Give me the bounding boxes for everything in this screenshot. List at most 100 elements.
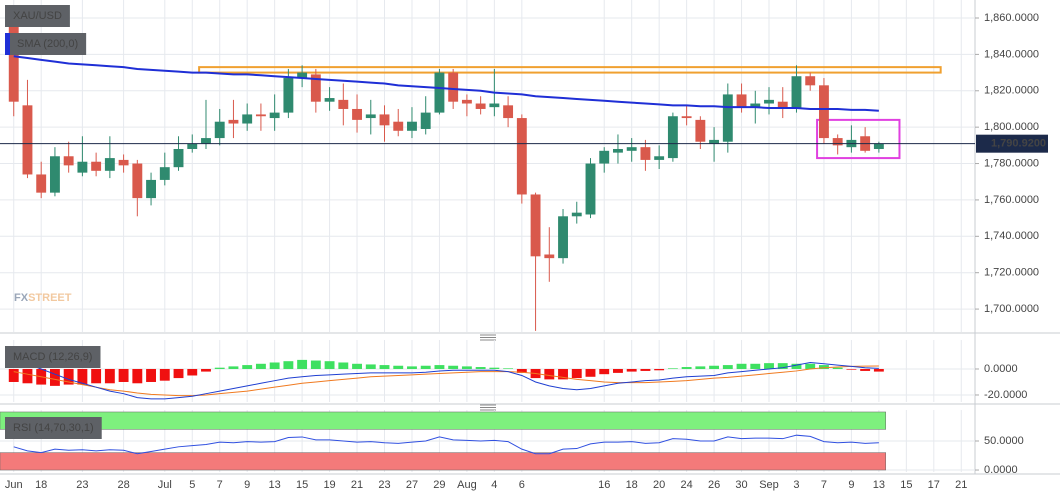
legend-label: SMA (200,0) — [17, 38, 78, 50]
histogram-bar — [626, 368, 637, 372]
legend-swatch — [5, 33, 10, 55]
candle-body — [544, 254, 555, 259]
histogram-bar — [118, 368, 129, 382]
histogram-bar — [214, 367, 225, 369]
histogram-bar — [63, 368, 74, 385]
x-tick-label: 23 — [76, 479, 88, 491]
y-tick-label: 0.0000 — [984, 464, 1018, 476]
sma-line — [13, 55, 879, 112]
candle-body — [214, 121, 225, 139]
x-tick-label: 5 — [189, 479, 195, 491]
legend-box — [5, 5, 70, 27]
resize-handle[interactable] — [480, 334, 496, 341]
histogram-bar — [407, 366, 417, 369]
zone — [198, 66, 942, 74]
histogram-bar — [764, 363, 774, 369]
histogram-bar — [324, 361, 335, 369]
x-tick-label: 26 — [708, 479, 720, 491]
x-tick-label: 27 — [406, 479, 418, 491]
candle-body — [201, 138, 211, 144]
histogram-bar — [173, 368, 184, 379]
x-tick-label: 16 — [598, 479, 610, 491]
macd-line — [13, 358, 879, 400]
histogram-bar — [393, 365, 404, 369]
candle-body — [626, 147, 637, 151]
candle-body — [118, 159, 129, 166]
marks-layer — [0, 7, 975, 471]
candle-body — [297, 72, 308, 79]
candle-body — [22, 105, 33, 175]
x-tick-label: 6 — [519, 479, 525, 491]
candle-body — [599, 150, 610, 164]
watermark: FXSTREET — [14, 292, 72, 304]
x-tick-label: 29 — [433, 479, 445, 491]
histogram-bar — [695, 366, 706, 369]
histogram-bar — [736, 363, 747, 369]
candle-body — [750, 103, 761, 108]
x-tick-label: 3 — [793, 479, 799, 491]
histogram-bar — [365, 364, 376, 369]
candle-body — [365, 114, 376, 119]
histogram-bar — [489, 367, 500, 369]
candle-body — [819, 85, 829, 139]
histogram-bar — [571, 368, 582, 379]
histogram-bar — [516, 368, 527, 373]
candle-body — [187, 143, 198, 149]
candle-body — [420, 112, 431, 129]
candle-body — [503, 105, 514, 119]
last-price-label: 1,790.9200 — [991, 138, 1046, 150]
candle-body — [667, 116, 678, 159]
candle-body — [255, 114, 266, 117]
candle-body — [146, 179, 156, 199]
histogram-bar — [805, 363, 816, 369]
resize-handle[interactable] — [480, 404, 496, 411]
y-tick-label: 0.0000 — [984, 363, 1018, 375]
histogram-bar — [585, 368, 596, 377]
x-tick-label: 15 — [900, 479, 912, 491]
histogram-bar — [379, 365, 390, 369]
histogram-bar — [613, 368, 623, 373]
histogram-bar — [640, 368, 651, 371]
candle-body — [461, 99, 472, 104]
y-tick-label: 1,740.0000 — [984, 230, 1039, 242]
histogram-bar — [269, 362, 280, 369]
candle-body — [310, 74, 321, 102]
y-tick-label: 1,800.0000 — [984, 121, 1039, 133]
histogram-bar — [681, 367, 692, 369]
histogram-bar — [310, 360, 321, 369]
candle-body — [681, 116, 692, 119]
x-tick-label: 18 — [35, 479, 47, 491]
histogram-bar — [255, 363, 266, 369]
histogram-bar — [503, 368, 514, 369]
candle-body — [338, 99, 349, 109]
rsi-band — [0, 452, 886, 471]
x-tick-label: 24 — [680, 479, 692, 491]
y-tick-label: -20.0000 — [984, 389, 1027, 401]
candle-body — [613, 148, 623, 153]
last-price-box — [976, 134, 1048, 153]
candle-body — [873, 143, 884, 149]
legend-label: RSI (14,70,30,1) — [13, 422, 94, 434]
histogram-bar — [242, 365, 253, 369]
histogram-bar — [819, 365, 829, 369]
histogram-bar — [132, 368, 143, 384]
histogram-bar — [722, 365, 733, 369]
rsi-band — [0, 411, 886, 430]
x-tick-label: 21 — [955, 479, 967, 491]
candle-body — [283, 78, 294, 113]
legend-box — [5, 33, 87, 55]
histogram-bar — [846, 368, 857, 370]
histogram-bar — [420, 365, 431, 369]
x-tick-label: Jul — [158, 479, 172, 491]
candle-body — [8, 18, 19, 102]
candle-body — [475, 103, 486, 109]
candle-body — [393, 121, 404, 131]
candle-body — [159, 167, 170, 180]
candle-body — [36, 174, 47, 193]
candle-body — [49, 156, 60, 193]
y-tick-label: 1,760.0000 — [984, 194, 1039, 206]
histogram-bar — [654, 368, 665, 371]
x-tick-label: 23 — [378, 479, 390, 491]
x-tick-label: 9 — [244, 479, 250, 491]
